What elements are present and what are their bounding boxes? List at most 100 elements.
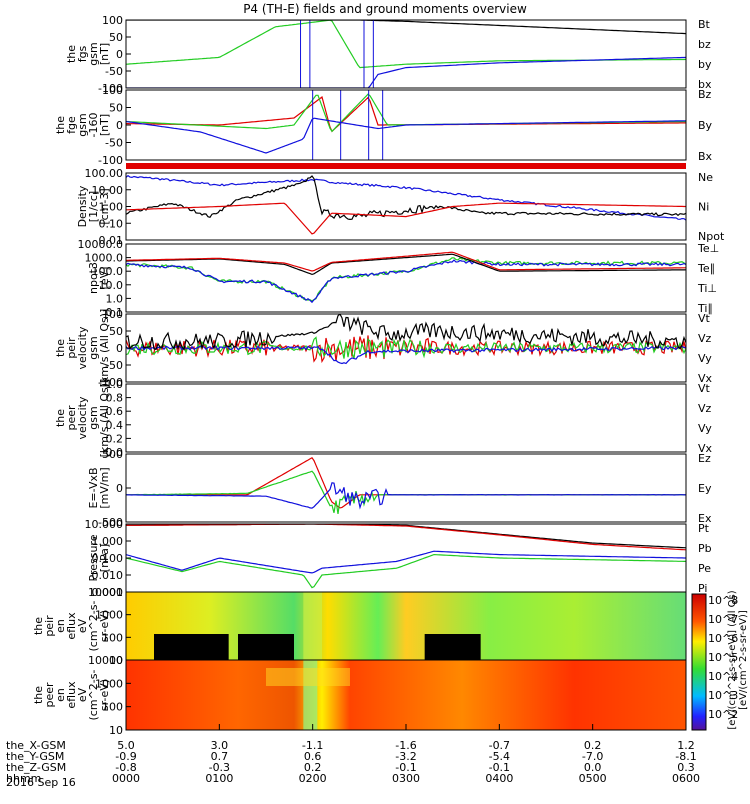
ylabel-line: [eV]: [98, 267, 111, 290]
ylabel-line: eflux: [65, 681, 78, 709]
panel-plot-density: [126, 174, 686, 235]
colorbar-tick: 10^8: [708, 594, 738, 607]
ylabel-line: [mV/m]: [98, 467, 111, 508]
xtick-label: 0.6: [304, 750, 322, 763]
ylabel-line: [nT]: [98, 43, 111, 65]
series-Bt: [126, 20, 686, 35]
ytick-label: 0.010: [92, 569, 124, 582]
ylabel-line: peir: [43, 615, 56, 637]
xtick-label: 3.0: [211, 739, 229, 752]
panel-plot-temp: [126, 251, 686, 304]
status-bar: [126, 163, 686, 169]
legend-Vz: Vz: [698, 402, 712, 415]
ylabel-line: velocity: [76, 396, 89, 439]
ytick-label: -500: [98, 516, 123, 529]
series-Te: [126, 253, 686, 276]
ytick-label: 0.1: [106, 306, 124, 319]
legend-Pb: Pb: [698, 542, 712, 555]
ylabel-line: velocity: [76, 326, 89, 369]
legend-Ez: Ez: [698, 452, 711, 465]
ytick-label: 1.00: [99, 201, 124, 214]
ylabel-line: E=-VxB: [87, 467, 100, 508]
ytick-label: 1.0: [106, 292, 124, 305]
colorbar-group: 10^8 10^7 10^6 10^5 10^4 10^3 10^2[eV/(cm^2-s-…: [691, 590, 749, 731]
spectrogram-dropout: [238, 634, 294, 660]
xtick-label: -0.3: [209, 761, 230, 774]
ylabel-line: -160: [87, 113, 100, 138]
spectrogram-peer_en: [126, 660, 686, 730]
ytick-label: 0.2: [106, 432, 124, 445]
xtick-label: 0000: [112, 772, 140, 785]
ylabel-line: (cm^2-s-: [87, 601, 100, 652]
ytick-label: 100: [102, 14, 123, 27]
xtick-label: 0.2: [584, 739, 602, 752]
xtick-label: -1.1: [302, 739, 323, 752]
ylabel-line: sr-eV): [98, 679, 111, 711]
legend-Ex: Ex: [698, 512, 712, 525]
figure-title: P4 (TH-E) fields and ground moments over…: [243, 2, 527, 16]
ylabel-line: the: [54, 409, 67, 427]
xtick-label: 0200: [299, 772, 327, 785]
ytick-label: 0.4: [106, 419, 124, 432]
series-Pb: [126, 524, 686, 551]
series-bx: [126, 56, 686, 88]
ylabel-line: fge: [65, 116, 78, 134]
series-Vt: [126, 314, 686, 351]
legend-Vz: Vz: [698, 332, 712, 345]
series-Npot: [126, 174, 686, 221]
ytick-label: 0: [116, 342, 123, 355]
series-Ti-perp: [126, 259, 686, 304]
ytick-label: 100: [102, 84, 123, 97]
colorbar-tick: 10^3: [708, 689, 738, 702]
legend-Te∥: Te∥: [697, 262, 715, 275]
xtick-label: 0.0: [584, 761, 602, 774]
xtick-label: 0400: [485, 772, 513, 785]
ylabel-line: [nT]: [98, 114, 111, 136]
ytick-label: 0: [116, 482, 123, 495]
ylabel-line: [km/s (All Qs)]: [98, 379, 111, 458]
ylabel-line: peer: [65, 405, 78, 431]
x-axis-labels: the_X-GSM 5.0 3.0 -1.1 -1.6 -0.7 0.2 1.2 the_Y-G…: [6, 724, 700, 785]
ylabel-line: the: [32, 617, 45, 635]
legend-Bz: Bz: [698, 88, 712, 101]
legend-Ti∥: Ti∥: [697, 302, 713, 315]
series-Ez: [126, 457, 686, 509]
ytick-label: -50: [105, 137, 123, 150]
legend-Vy: Vy: [698, 352, 712, 365]
ytick-label: -100: [98, 376, 123, 389]
xtick-label: -0.7: [489, 739, 510, 752]
legend-Pe: Pe: [698, 562, 711, 575]
colorbar-label-2: [eV/(cm^2-s-sr-eV)]: [738, 610, 749, 710]
ytick-label: -50: [105, 65, 123, 78]
colorbar-label: [eV/(cm^2-s-sr-eV)] (All Qs): [727, 590, 738, 729]
panel-plot-efield: [126, 457, 686, 514]
panel-density: 100.00 10.00 1.00 0.10 0.01 Density[1/cc][cm-…: [76, 167, 725, 247]
ylabel-line: [nPa]: [98, 544, 111, 572]
ylabel-line: Density: [76, 185, 89, 227]
panel-peer: 1.00.80.60.40.20.0 thepeervelocitygsm[km/…: [54, 378, 713, 459]
ylabel-line: [1/cc]: [87, 191, 100, 222]
series-Vx: [126, 345, 686, 365]
ytick-label: 1.000: [92, 535, 124, 548]
ylabel-line: eflux: [65, 612, 78, 640]
xtick-label: 0500: [579, 772, 607, 785]
ytick-label: 0: [116, 48, 123, 61]
ytick-label: 0.0: [106, 446, 124, 459]
ylabel-line: the: [54, 116, 67, 134]
xtick-label: -3.2: [395, 750, 416, 763]
legend-Ne: Ne: [698, 171, 713, 184]
series-Ey: [126, 470, 686, 514]
legend-Te⊥: Te⊥: [697, 242, 719, 255]
legend-Vx: Vx: [698, 372, 713, 385]
series-By: [126, 93, 686, 133]
panel-plot-peir: [126, 314, 686, 365]
ytick-label: -100: [98, 82, 123, 95]
panel-plot-peir_en: [126, 592, 686, 660]
colorbar-tick: 10^7: [708, 613, 738, 626]
ylabel-line: gsm: [87, 406, 100, 429]
ytick-label: 10000: [88, 654, 123, 667]
xaxis-row-name: the_X-GSM: [6, 739, 66, 752]
